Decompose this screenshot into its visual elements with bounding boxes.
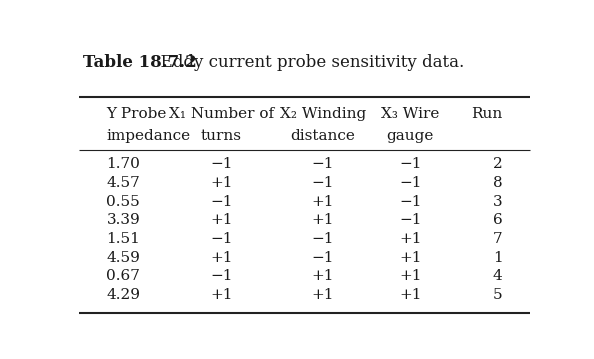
Text: +1: +1: [210, 251, 233, 265]
Text: 8: 8: [493, 176, 503, 190]
Text: −1: −1: [399, 157, 422, 171]
Text: 0.67: 0.67: [106, 269, 140, 283]
Text: −1: −1: [312, 157, 334, 171]
Text: turns: turns: [201, 129, 242, 143]
Text: 6: 6: [492, 213, 503, 227]
Text: impedance: impedance: [106, 129, 191, 143]
Text: +1: +1: [210, 213, 233, 227]
Text: Run: Run: [471, 107, 503, 121]
Text: −1: −1: [399, 176, 422, 190]
Text: 1.51: 1.51: [106, 232, 140, 246]
Text: Y Probe: Y Probe: [106, 107, 167, 121]
Text: +1: +1: [312, 269, 334, 283]
Text: −1: −1: [210, 195, 233, 209]
Text: 3: 3: [493, 195, 503, 209]
Text: +1: +1: [399, 288, 422, 302]
Text: 4.57: 4.57: [106, 176, 140, 190]
Text: X₃ Wire: X₃ Wire: [381, 107, 440, 121]
Text: +1: +1: [210, 176, 233, 190]
Text: −1: −1: [399, 195, 422, 209]
Text: gauge: gauge: [387, 129, 434, 143]
Text: 2: 2: [492, 157, 503, 171]
Text: 0.55: 0.55: [106, 195, 140, 209]
Text: +1: +1: [210, 288, 233, 302]
Text: 1: 1: [492, 251, 503, 265]
Text: −1: −1: [312, 251, 334, 265]
Text: 3.39: 3.39: [106, 213, 140, 227]
Text: −1: −1: [312, 176, 334, 190]
Text: 5: 5: [493, 288, 503, 302]
Text: +1: +1: [399, 269, 422, 283]
Text: X₂ Winding: X₂ Winding: [280, 107, 366, 121]
Text: 4.59: 4.59: [106, 251, 140, 265]
Text: Eddy current probe sensitivity data.: Eddy current probe sensitivity data.: [150, 54, 465, 71]
Text: −1: −1: [210, 269, 233, 283]
Text: Table 18.7.2: Table 18.7.2: [83, 54, 197, 71]
Text: +1: +1: [312, 288, 334, 302]
Text: +1: +1: [399, 251, 422, 265]
Text: −1: −1: [399, 213, 422, 227]
Text: 4: 4: [492, 269, 503, 283]
Text: 1.70: 1.70: [106, 157, 140, 171]
Text: −1: −1: [312, 232, 334, 246]
Text: X₁ Number of: X₁ Number of: [169, 107, 274, 121]
Text: +1: +1: [312, 195, 334, 209]
Text: 7: 7: [493, 232, 503, 246]
Text: −1: −1: [210, 157, 233, 171]
Text: +1: +1: [312, 213, 334, 227]
Text: 4.29: 4.29: [106, 288, 140, 302]
Text: −1: −1: [210, 232, 233, 246]
Text: distance: distance: [290, 129, 355, 143]
Text: +1: +1: [399, 232, 422, 246]
